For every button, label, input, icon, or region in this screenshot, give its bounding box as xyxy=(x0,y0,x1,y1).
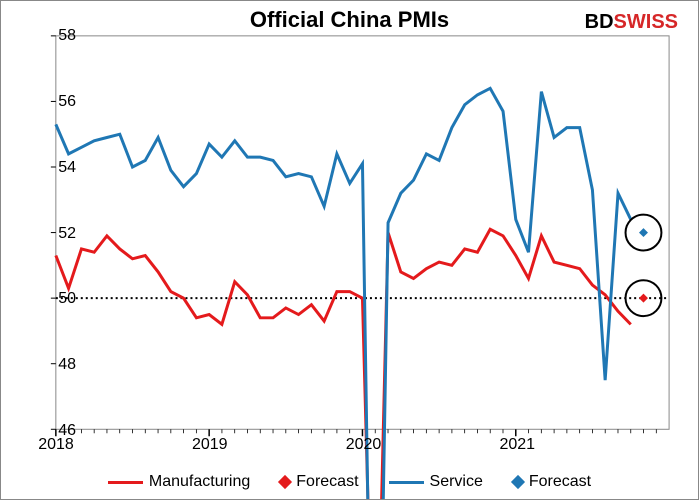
legend-item-service: Service xyxy=(389,473,483,491)
legend-item-manufacturing: Manufacturing xyxy=(108,473,250,491)
legend-marker-svc-forecast xyxy=(511,475,525,489)
y-label: 52 xyxy=(46,225,76,243)
x-label: 2021 xyxy=(499,436,535,454)
y-label: 58 xyxy=(46,27,76,45)
legend-item-forecast-svc: Forecast xyxy=(513,473,591,491)
legend-marker-mfg-forecast xyxy=(278,475,292,489)
manufacturing-line xyxy=(56,229,631,499)
x-label: 2019 xyxy=(192,436,228,454)
y-label: 54 xyxy=(46,159,76,177)
y-label: 50 xyxy=(46,290,76,308)
legend-label-svc-forecast: Forecast xyxy=(529,473,591,491)
service-line xyxy=(56,88,631,499)
x-label: 2018 xyxy=(38,436,74,454)
x-label: 2020 xyxy=(346,436,382,454)
chart-container: Official China PMIs BDSWISS 464850525456… xyxy=(0,0,699,500)
legend-line-manufacturing xyxy=(108,481,143,484)
legend-line-service xyxy=(389,481,424,484)
legend-label-service: Service xyxy=(430,473,483,491)
forecast-markers xyxy=(639,228,648,303)
legend-item-forecast-mfg: Forecast xyxy=(280,473,358,491)
legend-label-manufacturing: Manufacturing xyxy=(149,473,250,491)
plot-svg xyxy=(1,1,698,499)
y-label: 56 xyxy=(46,93,76,111)
legend: Manufacturing Forecast Service Forecast xyxy=(1,473,698,491)
y-label: 48 xyxy=(46,356,76,374)
legend-label-mfg-forecast: Forecast xyxy=(296,473,358,491)
